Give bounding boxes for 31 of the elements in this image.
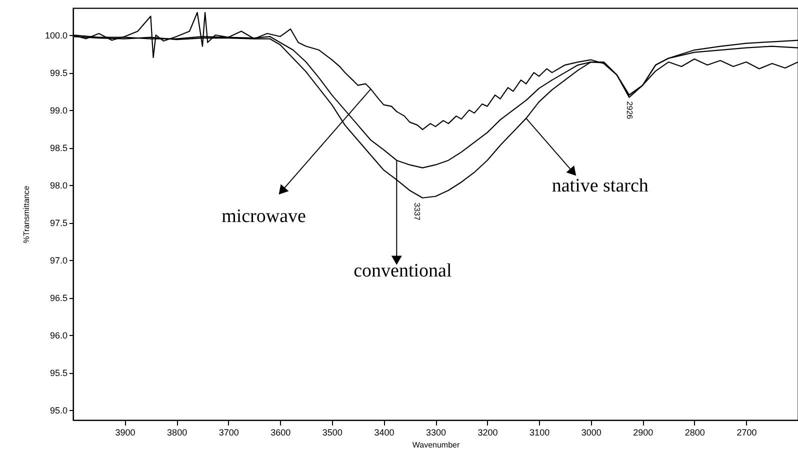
y-tick-label: 96.0 [50,330,68,341]
x-tick-label: 3500 [322,428,342,438]
y-tick-label: 98.0 [50,180,68,191]
y-tick-label: 96.5 [50,293,68,304]
x-tick-label: 3400 [374,428,394,438]
annotation: microwave [222,206,306,228]
y-tick-label: 97.0 [50,256,68,266]
y-axis-title: %Transmittance [22,185,31,244]
x-tick-label: 3600 [270,428,291,438]
x-tick-label: 3100 [530,428,550,438]
y-tick-label: 95.0 [50,406,68,416]
x-tick-label: 3700 [218,428,239,438]
x-tick-label: 3000 [581,428,602,438]
y-tick-label: 100.0 [44,30,68,41]
y-tick-label: 98.5 [50,143,68,154]
y-tick-label: 99.0 [50,106,68,116]
x-axis-title: Wavenumber [412,440,460,450]
x-tick-label: 3800 [167,428,188,438]
x-tick-label: 3900 [115,428,136,438]
annotation: native starch [552,175,649,196]
annotation: 3337 [412,202,422,221]
x-tick-label: 3300 [426,428,446,438]
y-tick-label: 99.5 [50,68,68,78]
x-tick-label: 2900 [633,428,654,438]
x-tick-label: 2800 [684,428,705,438]
x-tick-label: 2700 [736,428,757,438]
y-tick-label: 97.5 [50,218,68,228]
annotation: 2926 [625,101,634,120]
y-tick-label: 95.5 [50,368,68,378]
annotation: conventional [354,260,452,282]
x-tick-label: 3200 [478,428,498,438]
